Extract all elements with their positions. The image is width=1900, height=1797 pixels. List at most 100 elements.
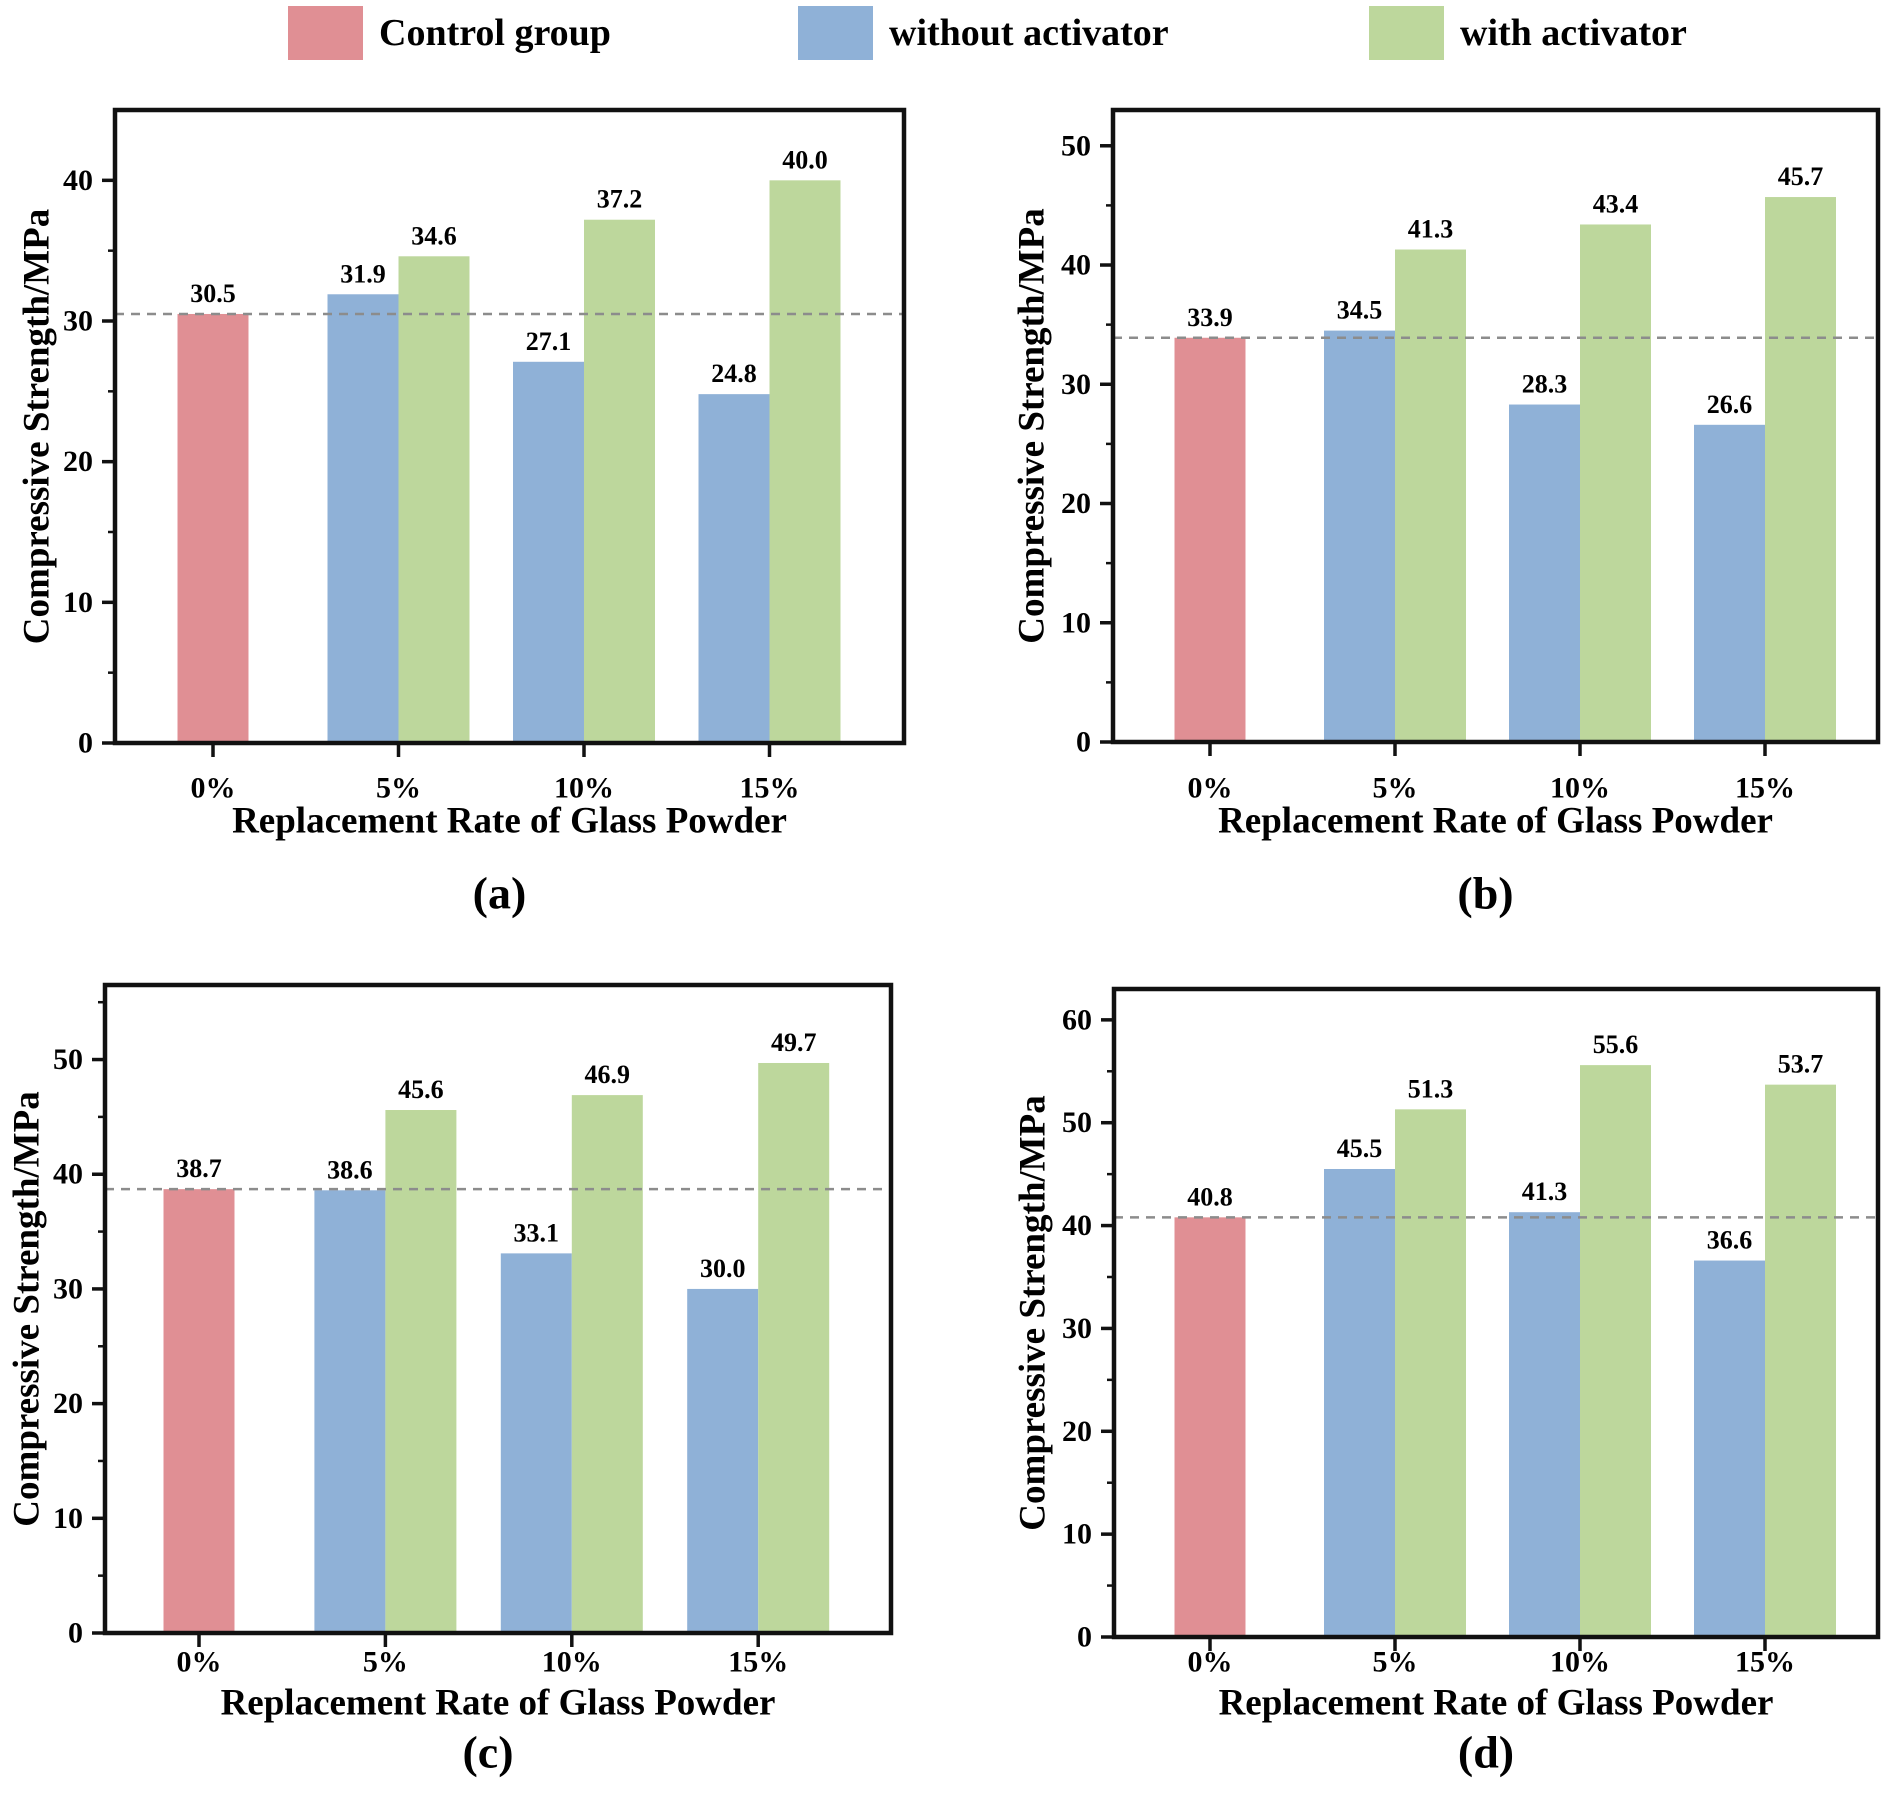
y-axis-title: Compressive Strength/MPa <box>17 209 58 644</box>
bar-value-label: 49.7 <box>771 1028 817 1057</box>
y-axis-title: Compressive Strength/MPa <box>1012 208 1053 643</box>
chart-panel-d: 40.8 45.5 41.3 36.6 51.3 55.6 53.7 0 10 20 30 40 50 6… <box>1013 986 1881 1778</box>
y-axis-title: Compressive Strength/MPa <box>1013 1095 1054 1530</box>
y-tick-label: 60 <box>1062 1003 1092 1036</box>
x-tick-label: 10% <box>542 1646 602 1679</box>
bar-value-label: 45.6 <box>398 1075 444 1104</box>
y-tick-label: 10 <box>53 1502 83 1535</box>
y-tick-label: 40 <box>53 1158 83 1191</box>
bar-without-activator <box>687 1288 759 1633</box>
bar-without-activator <box>1324 1169 1395 1637</box>
bar-value-label: 41.3 <box>1408 215 1454 244</box>
panel-letter: (c) <box>462 1727 513 1778</box>
x-tick-label: 10% <box>1550 1646 1610 1679</box>
bar-value-label: 46.9 <box>585 1060 631 1089</box>
legend-label-without-activator: without activator <box>889 12 1169 54</box>
bar-control-group <box>1174 1217 1246 1637</box>
chart-panel-b: 33.9 34.5 28.3 26.6 41.3 43.4 45.7 0 10 20 30 40 50 0… <box>1012 107 1881 919</box>
bar-without-activator <box>327 294 399 743</box>
panel-letter: (a) <box>473 868 527 919</box>
y-tick-label: 10 <box>1061 606 1091 639</box>
y-tick-label: 0 <box>78 727 93 760</box>
bar-without-activator <box>1509 404 1580 742</box>
bar-control-group <box>177 313 249 743</box>
y-tick-label: 20 <box>63 445 93 478</box>
x-tick-label: 0% <box>1188 772 1233 805</box>
bar-value-label: 40.8 <box>1187 1182 1233 1211</box>
bar-value-label: 45.5 <box>1337 1134 1383 1163</box>
bar-value-label: 38.6 <box>327 1155 373 1184</box>
bar-value-label: 24.8 <box>711 359 757 388</box>
bar-with-activator <box>571 1095 643 1633</box>
bar-without-activator <box>1694 1260 1765 1637</box>
bar-value-label: 41.3 <box>1522 1177 1568 1206</box>
x-axis-title: Replacement Rate of Glass Powder <box>1218 801 1773 842</box>
bar-value-label: 36.6 <box>1707 1226 1753 1255</box>
bar-without-activator <box>1694 424 1765 742</box>
x-tick-label: 0% <box>177 1646 222 1679</box>
x-tick-label: 5% <box>363 1646 408 1679</box>
bar-value-label: 34.5 <box>1337 296 1383 325</box>
bar-value-label: 33.1 <box>514 1218 560 1247</box>
bar-value-label: 31.9 <box>340 259 386 288</box>
y-tick-label: 30 <box>63 305 93 338</box>
y-tick-label: 30 <box>1061 368 1091 401</box>
x-tick-label: 15% <box>1735 1646 1795 1679</box>
plot-border <box>102 982 894 1636</box>
plot-border <box>1111 986 1881 1640</box>
x-tick-label: 0% <box>191 772 236 805</box>
x-axis-title: Replacement Rate of Glass Powder <box>1219 1683 1774 1724</box>
bar-with-activator <box>1765 1084 1836 1637</box>
x-tick-label: 15% <box>740 772 800 805</box>
bar-without-activator <box>1509 1212 1580 1637</box>
x-tick-label: 5% <box>376 772 421 805</box>
bar-without-activator <box>314 1190 386 1633</box>
panel-letter: (b) <box>1457 868 1513 919</box>
y-tick-label: 0 <box>1077 1621 1092 1654</box>
x-axis-title: Replacement Rate of Glass Powder <box>221 1683 776 1724</box>
legend-swatch-without-activator <box>798 6 873 60</box>
plot-border <box>112 107 907 746</box>
y-tick-label: 20 <box>53 1387 83 1420</box>
y-tick-label: 0 <box>1076 726 1091 759</box>
bar-value-label: 53.7 <box>1778 1050 1824 1079</box>
bar-with-activator <box>1395 249 1466 743</box>
x-tick-label: 0% <box>1188 1646 1233 1679</box>
bar-with-activator <box>1765 197 1836 742</box>
panel-letter: (d) <box>1458 1727 1514 1778</box>
legend-label-control-group: Control group <box>379 12 611 54</box>
x-tick-label: 15% <box>728 1646 788 1679</box>
legend-swatch-with-activator <box>1369 6 1444 60</box>
bar-with-activator <box>758 1062 830 1633</box>
bar-control-group <box>163 1189 235 1633</box>
legend: Control group without activator with act… <box>0 0 1900 70</box>
x-tick-label: 5% <box>1373 772 1418 805</box>
bar-value-label: 38.7 <box>176 1154 222 1183</box>
x-tick-label: 5% <box>1373 1646 1418 1679</box>
bar-value-label: 34.6 <box>411 221 457 250</box>
y-tick-label: 50 <box>1062 1106 1092 1139</box>
bar-with-activator <box>385 1110 457 1633</box>
bar-value-label: 30.0 <box>700 1254 746 1283</box>
bar-control-group <box>1174 337 1246 742</box>
y-tick-label: 30 <box>1062 1312 1092 1345</box>
x-tick-label: 15% <box>1735 772 1795 805</box>
bar-value-label: 28.3 <box>1522 370 1568 399</box>
legend-item-control-group: Control group <box>288 6 611 60</box>
bar-without-activator <box>698 394 770 743</box>
legend-swatch-control-group <box>288 6 363 60</box>
bar-with-activator <box>398 256 470 743</box>
bar-value-label: 51.3 <box>1408 1074 1454 1103</box>
bar-with-activator <box>584 219 655 744</box>
x-axis-title: Replacement Rate of Glass Powder <box>232 801 787 842</box>
legend-label-with-activator: with activator <box>1460 12 1687 54</box>
bar-value-label: 33.9 <box>1187 303 1233 332</box>
bar-value-label: 40.0 <box>782 145 828 174</box>
y-tick-label: 40 <box>1062 1209 1092 1242</box>
bar-without-activator <box>513 361 584 743</box>
y-tick-label: 0 <box>68 1617 83 1650</box>
y-tick-label: 50 <box>1061 129 1091 162</box>
y-tick-label: 40 <box>63 164 93 197</box>
y-tick-label: 40 <box>1061 249 1091 282</box>
